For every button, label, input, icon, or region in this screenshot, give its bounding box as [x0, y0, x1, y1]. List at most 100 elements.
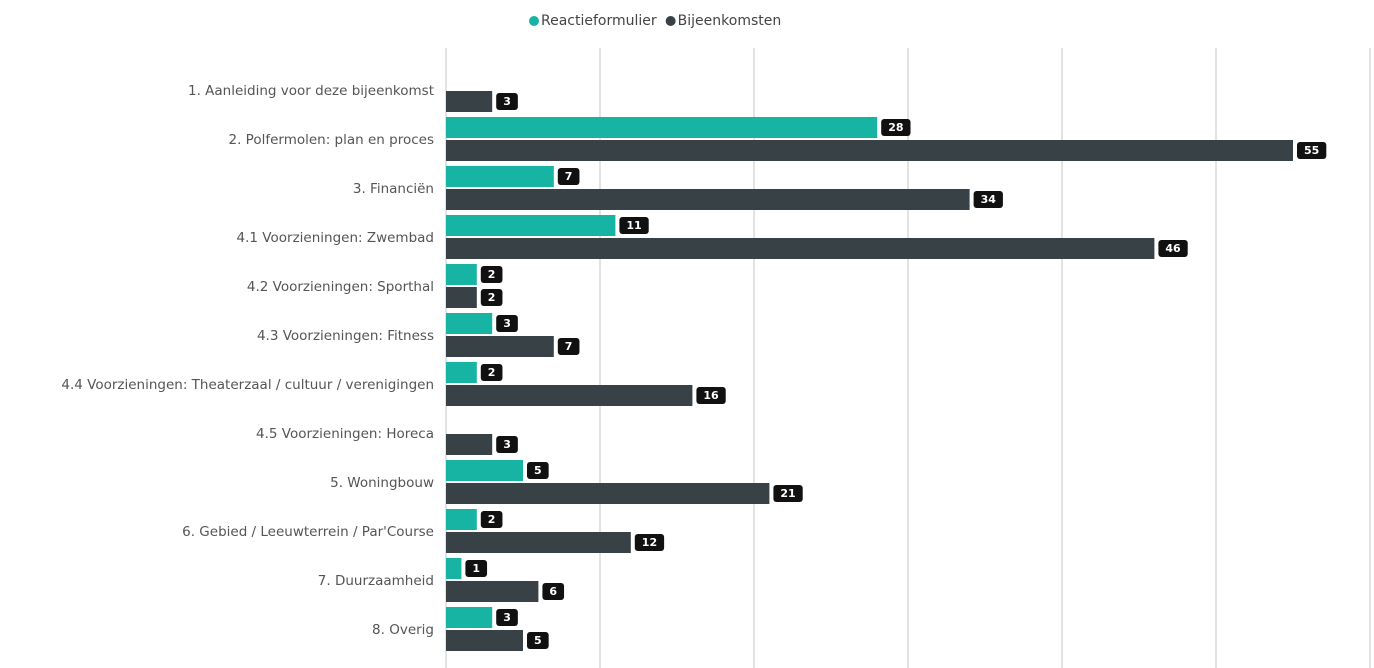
value-label: 34: [973, 191, 1003, 208]
bar: [446, 140, 1293, 161]
bar: [446, 581, 539, 602]
value-label: 2: [480, 266, 503, 283]
bar: [446, 117, 878, 138]
bar: [446, 336, 554, 357]
value-label: 28: [881, 119, 911, 136]
value-label: 16: [696, 387, 726, 404]
value-label-text: 2: [488, 366, 496, 379]
bar: [446, 362, 477, 383]
legend-marker: [665, 16, 676, 26]
value-label-text: 46: [1165, 242, 1181, 255]
value-label-box: [480, 266, 503, 283]
value-label-text: 3: [503, 438, 511, 451]
value-label-text: 2: [488, 513, 496, 526]
legend: Reactieformulier Bijeenkomsten: [529, 13, 781, 29]
value-label-box: [480, 289, 503, 306]
y-tick-label: 4.5 Voorzieningen: Horeca: [256, 426, 434, 442]
value-label: 6: [542, 583, 565, 600]
value-label: 5: [527, 462, 549, 479]
bar: [446, 238, 1155, 259]
y-tick-label: 5. Woningbouw: [330, 475, 434, 491]
value-label: 5: [527, 632, 549, 649]
value-label-box: [496, 436, 518, 453]
bar: [446, 313, 493, 334]
bar: [446, 385, 693, 406]
y-tick-label: 6. Gebied / Leeuwterrein / Par'Course: [182, 524, 434, 540]
bar: [446, 532, 631, 553]
value-label-text: 34: [981, 193, 997, 206]
bar: [446, 558, 462, 579]
value-label-box: [480, 511, 503, 528]
bar: [446, 630, 523, 651]
bar: [446, 91, 493, 112]
value-label-text: 55: [1304, 144, 1319, 157]
value-label-text: 21: [780, 487, 795, 500]
value-label-text: 3: [503, 95, 511, 108]
value-label-box: [557, 338, 580, 355]
y-tick-label: 3. Financiën: [353, 181, 434, 197]
value-label: 1: [465, 560, 488, 577]
value-label-box: [496, 315, 518, 332]
bar: [446, 607, 493, 628]
value-label: 3: [496, 609, 518, 626]
value-label-box: [1158, 240, 1188, 257]
value-label-box: [619, 217, 649, 234]
y-tick-label: 4.2 Voorzieningen: Sporthal: [247, 279, 434, 295]
value-label: 12: [634, 534, 665, 551]
value-label-box: [773, 485, 803, 502]
bar: [446, 287, 477, 308]
y-tick-label: 2. Polfermolen: plan en proces: [228, 132, 434, 148]
value-label-box: [480, 364, 503, 381]
value-label-box: [557, 168, 580, 185]
value-label: 3: [496, 315, 518, 332]
value-label: 7: [557, 168, 580, 185]
value-label-text: 5: [534, 634, 542, 647]
value-label: 2: [480, 511, 503, 528]
bar: [446, 434, 493, 455]
y-tick-label: 4.4 Voorzieningen: Theaterzaal / cultuur…: [61, 377, 434, 393]
value-label-box: [1297, 142, 1327, 159]
value-label-box: [696, 387, 726, 404]
bar: [446, 264, 477, 285]
value-label-box: [542, 583, 565, 600]
value-label-text: 5: [534, 464, 542, 477]
value-label: 2: [480, 289, 503, 306]
bar: [446, 189, 970, 210]
value-label-text: 7: [565, 340, 573, 353]
y-tick-label: 1. Aanleiding voor deze bijeenkomst: [188, 83, 434, 99]
legend-label: Bijeenkomsten: [678, 13, 782, 29]
y-tick-label: 8. Overig: [372, 622, 434, 638]
legend-marker: [529, 16, 539, 26]
value-label-text: 6: [549, 585, 557, 598]
value-label-text: 2: [488, 268, 496, 281]
y-tick-label: 4.3 Voorzieningen: Fitness: [257, 328, 434, 344]
value-label: 3: [496, 93, 518, 110]
value-label-box: [973, 191, 1003, 208]
value-label: 3: [496, 436, 518, 453]
value-label-box: [496, 93, 518, 110]
value-label-text: 3: [503, 317, 511, 330]
value-label-text: 1: [472, 562, 480, 575]
legend-label: Reactieformulier: [541, 13, 657, 29]
value-label: 7: [557, 338, 580, 355]
value-label-box: [527, 632, 549, 649]
value-label-text: 2: [488, 291, 496, 304]
value-label: 11: [619, 217, 649, 234]
value-label-text: 16: [703, 389, 719, 402]
bar: [446, 460, 523, 481]
value-label-text: 28: [888, 121, 903, 134]
value-label: 55: [1297, 142, 1327, 159]
value-label-text: 11: [626, 219, 641, 232]
bar: [446, 166, 554, 187]
value-label-text: 12: [642, 536, 657, 549]
value-label: 21: [773, 485, 803, 502]
y-tick-label: 4.1 Voorzieningen: Zwembad: [237, 230, 434, 246]
y-tick-label: 7. Duurzaamheid: [318, 573, 434, 589]
bar: [446, 215, 616, 236]
bar: [446, 509, 477, 530]
value-label: 46: [1158, 240, 1188, 257]
value-label-box: [527, 462, 549, 479]
value-label-box: [496, 609, 518, 626]
value-label-box: [634, 534, 665, 551]
